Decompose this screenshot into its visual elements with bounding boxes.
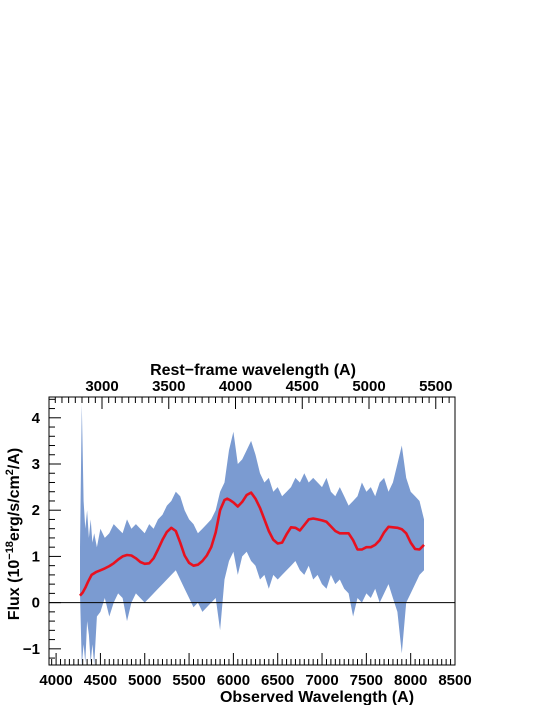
- x-tick-label: 6500: [261, 672, 294, 689]
- flux-error-band: [80, 403, 424, 665]
- top-tick-label: 5000: [352, 378, 385, 395]
- y-tick-label: 2: [32, 502, 40, 519]
- top-axis-ticks: 3000 3500 4000 4500 5000 5500: [54, 378, 452, 409]
- model-line: [79, 491, 425, 597]
- y-axis-title-exponent-2: 2: [4, 469, 16, 475]
- flux-band-area: [80, 403, 424, 665]
- plot-frame: [48, 396, 456, 666]
- x-tick-label: 8500: [438, 672, 471, 689]
- x-tick-label: 7000: [305, 672, 338, 689]
- y-axis-title-end: /A): [6, 448, 23, 469]
- top-tick-label: 5500: [419, 378, 452, 395]
- y-axis-title-main: Flux (10: [6, 560, 23, 621]
- y-axis-ticks: −1 0 1 2 3 4: [23, 398, 61, 659]
- y-tick-label: 1: [32, 548, 40, 565]
- y-tick-label: 0: [32, 595, 40, 612]
- x-tick-label: 5000: [128, 672, 161, 689]
- x-axis-ticks: 4000 4500 5000 5500 6000 6500 7000 7500 8000 8500: [39, 653, 472, 689]
- x-tick-label: 7500: [350, 672, 383, 689]
- x-tick-label: 5500: [172, 672, 205, 689]
- top-tick-label: 3500: [152, 378, 185, 395]
- y-tick-label: 3: [32, 456, 40, 473]
- x-tick-label: 4000: [39, 672, 72, 689]
- model-curve: [79, 491, 425, 597]
- y-axis-title-exponent: −18: [4, 541, 16, 560]
- x-tick-label: 8000: [394, 672, 427, 689]
- x-tick-label: 6000: [217, 672, 250, 689]
- top-axis-title: Rest−frame wavelength (A): [150, 362, 356, 379]
- top-tick-label: 4500: [286, 378, 319, 395]
- y-tick-label: 4: [32, 410, 41, 427]
- top-tick-label: 3000: [85, 378, 118, 395]
- y-axis-title: Flux (10−18erg/s/cm2/A): [4, 448, 23, 620]
- x-tick-label: 4500: [84, 672, 117, 689]
- y-tick-label: −1: [23, 641, 40, 658]
- top-tick-label: 4000: [219, 378, 252, 395]
- x-axis-title: Observed Wavelength (A): [220, 689, 414, 705]
- y-axis-title-unit: erg/s/cm: [6, 475, 23, 541]
